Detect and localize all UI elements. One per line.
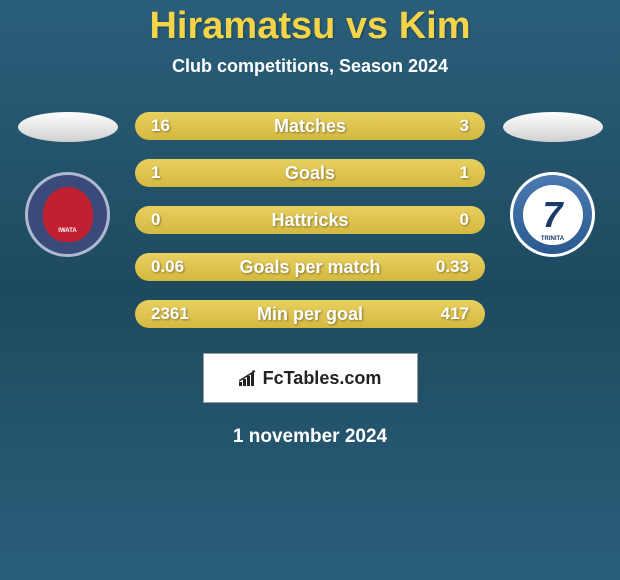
stat-row-matches: 16 Matches 3 — [135, 112, 485, 140]
chart-icon — [239, 370, 259, 386]
comparison-area: IWATA 16 Matches 3 1 Goals 1 0 Hattricks… — [0, 112, 620, 328]
stat-label: Hattricks — [271, 210, 348, 231]
club-badge-right: 7 TRINITA — [510, 172, 595, 257]
stat-label: Goals per match — [239, 257, 380, 278]
stat-row-hattricks: 0 Hattricks 0 — [135, 206, 485, 234]
stat-right-value: 417 — [429, 304, 469, 324]
stat-row-min-per-goal: 2361 Min per goal 417 — [135, 300, 485, 328]
stat-row-goals-per-match: 0.06 Goals per match 0.33 — [135, 253, 485, 281]
subtitle: Club competitions, Season 2024 — [172, 56, 448, 77]
stat-label: Matches — [274, 116, 346, 137]
avatar-placeholder-right — [503, 112, 603, 142]
avatar-placeholder-left — [18, 112, 118, 142]
fctables-logo: FcTables.com — [203, 353, 418, 403]
stat-label: Min per goal — [257, 304, 363, 325]
stat-right-value: 1 — [429, 163, 469, 183]
stat-left-value: 2361 — [151, 304, 191, 324]
stat-right-value: 3 — [429, 116, 469, 136]
club-badge-left: IWATA — [25, 172, 110, 257]
stats-column: 16 Matches 3 1 Goals 1 0 Hattricks 0 0.0… — [135, 112, 485, 328]
stat-left-value: 0 — [151, 210, 191, 230]
player-right-column: 7 TRINITA — [500, 112, 605, 257]
player-left-column: IWATA — [15, 112, 120, 257]
badge-left-label: IWATA — [58, 228, 76, 234]
stat-row-goals: 1 Goals 1 — [135, 159, 485, 187]
date-label: 1 november 2024 — [233, 426, 387, 448]
badge-right-number: 7 — [542, 194, 562, 236]
stat-left-value: 0.06 — [151, 257, 191, 277]
stat-label: Goals — [285, 163, 335, 184]
stat-right-value: 0 — [429, 210, 469, 230]
stat-left-value: 16 — [151, 116, 191, 136]
logo-text: FcTables.com — [263, 368, 382, 389]
badge-right-label: TRINITA — [541, 236, 564, 242]
page-title: Hiramatsu vs Kim — [149, 5, 470, 48]
stat-left-value: 1 — [151, 163, 191, 183]
stat-right-value: 0.33 — [429, 257, 469, 277]
